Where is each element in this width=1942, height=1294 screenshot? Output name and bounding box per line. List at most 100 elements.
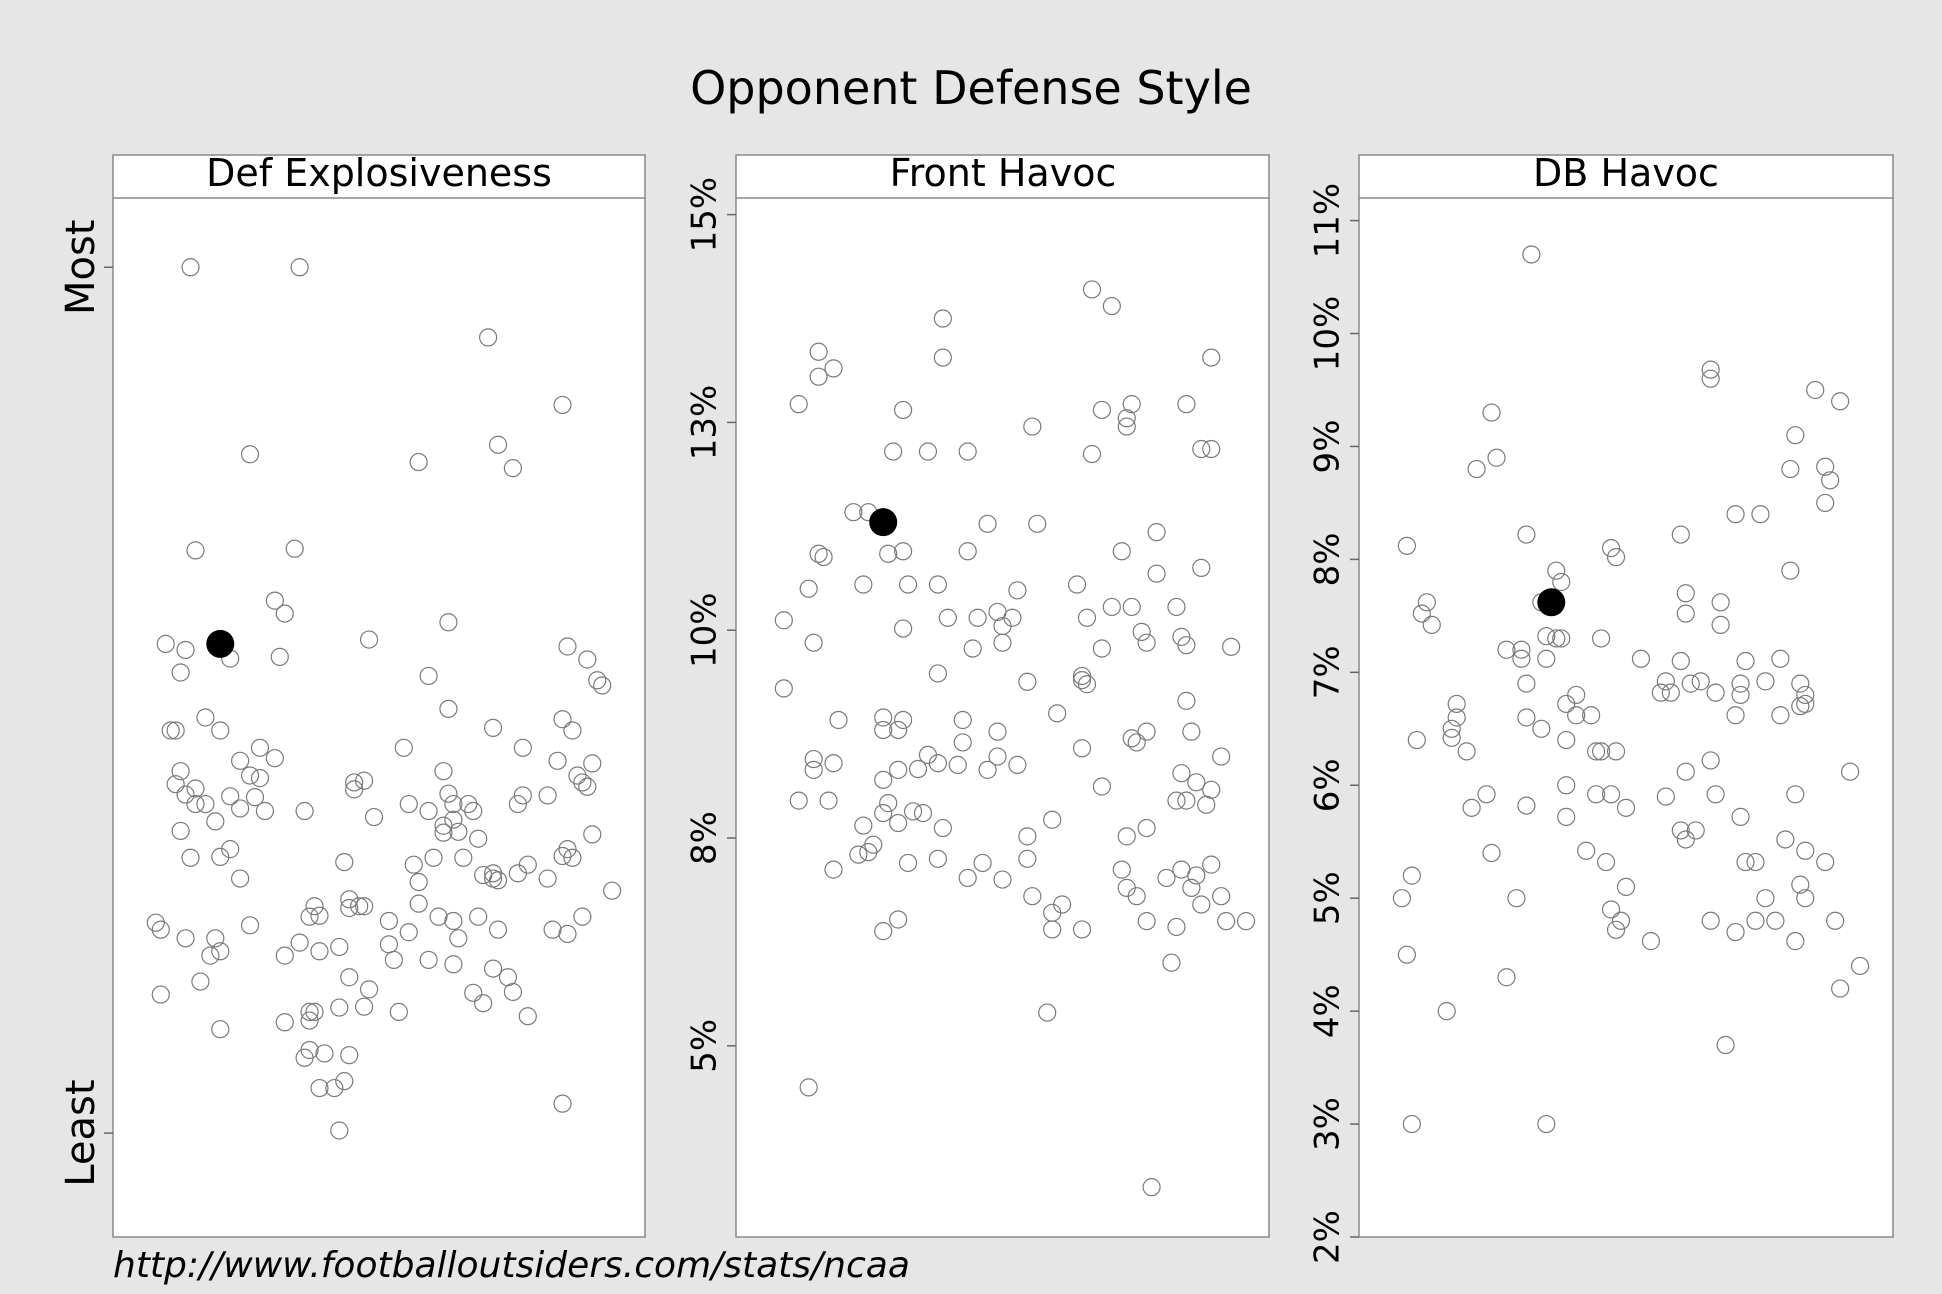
scatter-point <box>265 749 284 768</box>
scatter-point <box>1192 895 1211 914</box>
scatter-point <box>345 773 364 792</box>
scatter-point <box>854 816 873 835</box>
scatter-point <box>1442 719 1461 738</box>
scatter-point <box>898 575 918 594</box>
scatter-point <box>953 733 972 752</box>
scatter-point <box>394 738 413 757</box>
scatter-point <box>1102 296 1121 316</box>
scatter-point <box>1796 889 1815 908</box>
y-tick-label: 10% <box>1308 296 1348 372</box>
scatter-point <box>513 738 532 757</box>
scatter-point <box>558 637 577 656</box>
panel-title: DB Havoc <box>1533 151 1719 195</box>
scatter-point <box>893 400 913 420</box>
scatter-point <box>146 913 165 932</box>
scatter-point <box>1806 380 1825 400</box>
scatter-point <box>879 544 898 563</box>
scatter-point <box>1816 493 1835 513</box>
scatter-point <box>1132 622 1151 641</box>
scatter-point <box>774 679 793 698</box>
scatter-point <box>1786 932 1805 951</box>
scatter-point <box>583 754 602 773</box>
scatter-point <box>1771 649 1790 668</box>
scatter-point <box>483 718 503 737</box>
scatter-point <box>1167 597 1186 617</box>
scatter-point <box>429 907 448 926</box>
scatter-point <box>829 710 848 730</box>
scatter-point <box>483 959 503 978</box>
scatter-point <box>518 855 537 874</box>
scatter-point <box>993 870 1012 889</box>
scatter-point <box>1412 604 1431 623</box>
scatter-point <box>1447 694 1466 714</box>
scatter-point <box>1671 821 1690 840</box>
scatter-point <box>1671 651 1690 671</box>
scatter-point <box>1611 911 1631 930</box>
scatter-point <box>1816 852 1835 872</box>
scatter-point <box>340 890 359 909</box>
scatter-point <box>963 639 982 658</box>
scatter-point <box>161 721 180 740</box>
scatter-point <box>300 1011 319 1030</box>
scatter-point <box>578 650 597 669</box>
scatter-point <box>789 395 808 414</box>
scatter-point <box>1122 729 1141 748</box>
scatter-point <box>1043 920 1062 939</box>
y-tick-label: 15% <box>685 177 725 253</box>
scatter-point <box>573 773 592 792</box>
scatter-point <box>424 848 443 867</box>
scatter-point <box>973 853 992 873</box>
scatter-point <box>206 812 225 831</box>
scatter-point <box>1023 887 1042 906</box>
scatter-point <box>804 749 823 769</box>
scatter-point <box>1781 561 1800 580</box>
y-tick-label: 11% <box>1308 183 1348 259</box>
scatter-point <box>1606 742 1626 761</box>
scatter-point <box>988 722 1007 741</box>
scatter-point <box>558 840 577 859</box>
scatter-point <box>449 822 468 841</box>
scatter-point <box>1177 395 1196 414</box>
scatter-point <box>1202 855 1221 874</box>
scatter-point <box>469 907 488 926</box>
scatter-point <box>1092 777 1112 796</box>
scatter-point <box>250 769 270 788</box>
scatter-point <box>275 946 294 965</box>
scatter-point <box>171 663 190 682</box>
scatter-point <box>181 258 200 277</box>
scatter-point <box>171 821 190 841</box>
scatter-point <box>1547 561 1566 580</box>
scatter-point <box>439 613 458 632</box>
scatter-point <box>409 452 428 472</box>
scatter-point <box>270 647 289 666</box>
y-axis: Least Most <box>58 220 113 1187</box>
scatter-point <box>439 784 458 803</box>
scatter-point <box>1532 719 1551 738</box>
scatter-point <box>1616 877 1636 897</box>
scatter-point <box>211 721 230 740</box>
scatter-point <box>503 982 523 1002</box>
scatter-point <box>1701 751 1720 770</box>
scatter-point <box>854 575 873 594</box>
scatter-point <box>1601 538 1621 558</box>
scatter-point <box>275 604 294 623</box>
scatter-point <box>1840 762 1860 781</box>
panel-def-explosiveness: Def Explosiveness Least Most <box>58 151 646 1238</box>
scatter-point <box>310 906 329 925</box>
scatter-point <box>928 754 947 773</box>
scatter-point <box>245 788 265 807</box>
scatter-point <box>181 848 200 867</box>
scatter-point <box>1591 742 1611 761</box>
scatter-point <box>1676 604 1695 623</box>
scatter-point <box>464 983 483 1002</box>
scatter-point <box>1776 830 1795 849</box>
scatter-point <box>459 794 478 814</box>
scatter-points <box>146 258 622 1140</box>
scatter-point <box>933 348 952 367</box>
scatter-point <box>874 708 893 727</box>
scatter-point <box>176 929 195 948</box>
scatter-point <box>1072 670 1092 690</box>
scatter-point <box>1711 615 1730 634</box>
scatter-point <box>1751 505 1770 524</box>
scatter-point <box>1587 742 1606 761</box>
